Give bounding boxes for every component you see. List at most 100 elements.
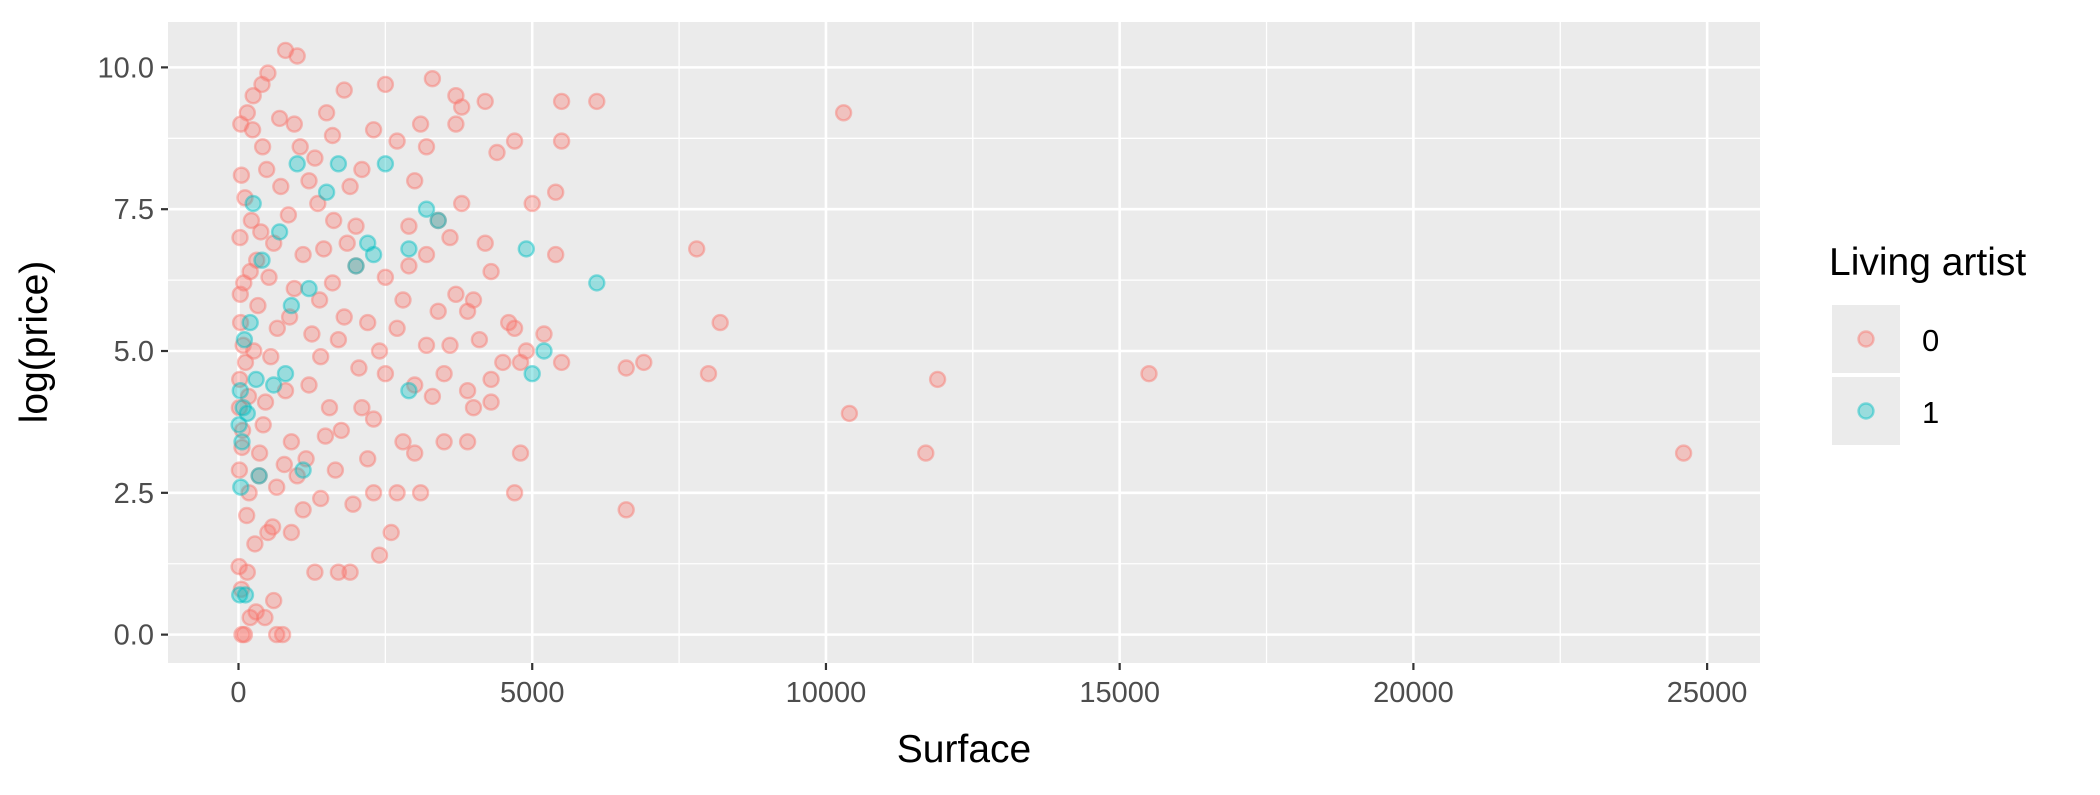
data-point-series-0 [291, 138, 309, 156]
x-tick-label: 25000 [1667, 677, 1748, 709]
data-point-series-0 [406, 444, 424, 462]
data-point-series-0 [230, 399, 249, 417]
data-point-series-0 [320, 399, 339, 417]
data-point-series-0 [517, 342, 535, 360]
series-0 [230, 41, 1693, 644]
data-point-series-1 [276, 365, 295, 383]
legend-marker-1 [1857, 402, 1875, 420]
data-point-series-0 [834, 104, 853, 122]
data-point-series-0 [364, 484, 383, 502]
data-point-series-0 [282, 433, 301, 451]
data-point-series-1 [400, 240, 418, 258]
data-point-series-1 [359, 234, 377, 252]
data-point-series-0 [230, 557, 248, 576]
data-point-series-0 [511, 353, 530, 372]
data-point-series-0 [552, 132, 571, 150]
data-point-series-0 [252, 223, 270, 241]
data-point-series-0 [288, 47, 306, 65]
data-point-series-0 [394, 291, 412, 309]
data-point-series-0 [341, 177, 359, 196]
data-point-series-0 [376, 268, 395, 286]
legend-title: Living artist [1829, 241, 2026, 284]
data-point-series-0 [285, 279, 303, 298]
data-point-series-0 [238, 563, 257, 581]
data-point-series-0 [394, 433, 412, 451]
data-point-series-0 [253, 138, 272, 156]
y-tick-label: 0.0 [114, 620, 154, 652]
data-point-series-0 [230, 370, 249, 389]
data-point-series-0 [246, 535, 264, 553]
data-point-series-0 [256, 393, 275, 411]
data-point-series-1 [230, 586, 249, 604]
data-point-series-0 [268, 319, 286, 337]
data-point-series-0 [332, 421, 350, 440]
data-point-series-1 [238, 404, 257, 423]
data-point-series-0 [231, 228, 249, 247]
data-point-series-0 [406, 376, 424, 394]
data-point-series-1 [233, 433, 251, 451]
data-point-series-0 [335, 81, 353, 99]
data-point-series-1 [364, 245, 383, 264]
data-point-series-0 [253, 75, 271, 94]
data-point-series-0 [435, 365, 453, 383]
data-point-series-0 [276, 382, 295, 400]
data-point-series-0 [260, 268, 278, 286]
legend-marker-0 [1857, 330, 1875, 348]
data-point-series-0 [312, 348, 330, 366]
x-axis-title: Surface [897, 728, 1031, 771]
legend-key-1 [1832, 377, 1900, 445]
data-point-series-0 [494, 353, 512, 372]
data-point-series-1 [429, 211, 447, 230]
data-point-series-0 [635, 353, 653, 372]
data-point-series-0 [1674, 444, 1693, 462]
data-point-series-0 [382, 523, 400, 542]
data-point-series-0 [234, 336, 252, 354]
data-point-series-1 [300, 279, 318, 298]
data-point-series-0 [500, 313, 518, 332]
plot-panel [168, 22, 1760, 663]
data-point-series-0 [447, 285, 465, 303]
data-point-series-0 [312, 489, 330, 508]
data-point-series-0 [338, 234, 356, 252]
data-point-series-1 [230, 416, 248, 434]
data-point-series-0 [265, 591, 283, 610]
legend-label-1: 1 [1922, 395, 1939, 430]
data-point-series-0 [285, 115, 303, 133]
data-point-series-0 [917, 444, 935, 462]
data-point-series-1 [288, 155, 306, 173]
data-point-series-1 [247, 370, 265, 389]
legend-key-0 [1832, 305, 1900, 373]
minor-gridlines [168, 22, 1760, 663]
data-point-series-1 [588, 274, 606, 292]
data-point-series-0 [249, 296, 267, 315]
data-point-series-0 [268, 625, 286, 644]
data-point-series-0 [236, 353, 255, 372]
data-point-series-0 [270, 109, 289, 128]
data-point-series-0 [388, 132, 406, 150]
axis-ticks [161, 66, 1709, 670]
data-point-series-0 [411, 484, 430, 502]
data-point-series-0 [435, 433, 453, 451]
data-point-series-1 [517, 240, 535, 258]
data-point-series-0 [294, 501, 312, 519]
data-points [230, 41, 1693, 644]
data-point-series-0 [423, 387, 442, 406]
data-point-series-0 [458, 302, 477, 320]
data-point-series-0 [505, 319, 524, 337]
data-point-series-0 [236, 189, 254, 207]
data-point-series-0 [259, 64, 277, 82]
data-point-series-0 [388, 484, 406, 502]
data-point-series-0 [429, 302, 447, 320]
data-point-series-0 [458, 433, 477, 451]
data-point-series-0 [429, 211, 447, 230]
data-point-series-0 [523, 194, 541, 213]
legend-label-0: 0 [1922, 323, 1939, 358]
data-point-series-0 [928, 370, 947, 389]
data-point-series-0 [364, 410, 383, 428]
data-point-series-0 [309, 194, 327, 213]
data-point-series-0 [300, 172, 318, 190]
data-point-series-0 [482, 370, 500, 389]
data-point-series-0 [344, 495, 362, 513]
data-point-series-1 [235, 331, 254, 349]
data-point-series-0 [300, 376, 318, 394]
